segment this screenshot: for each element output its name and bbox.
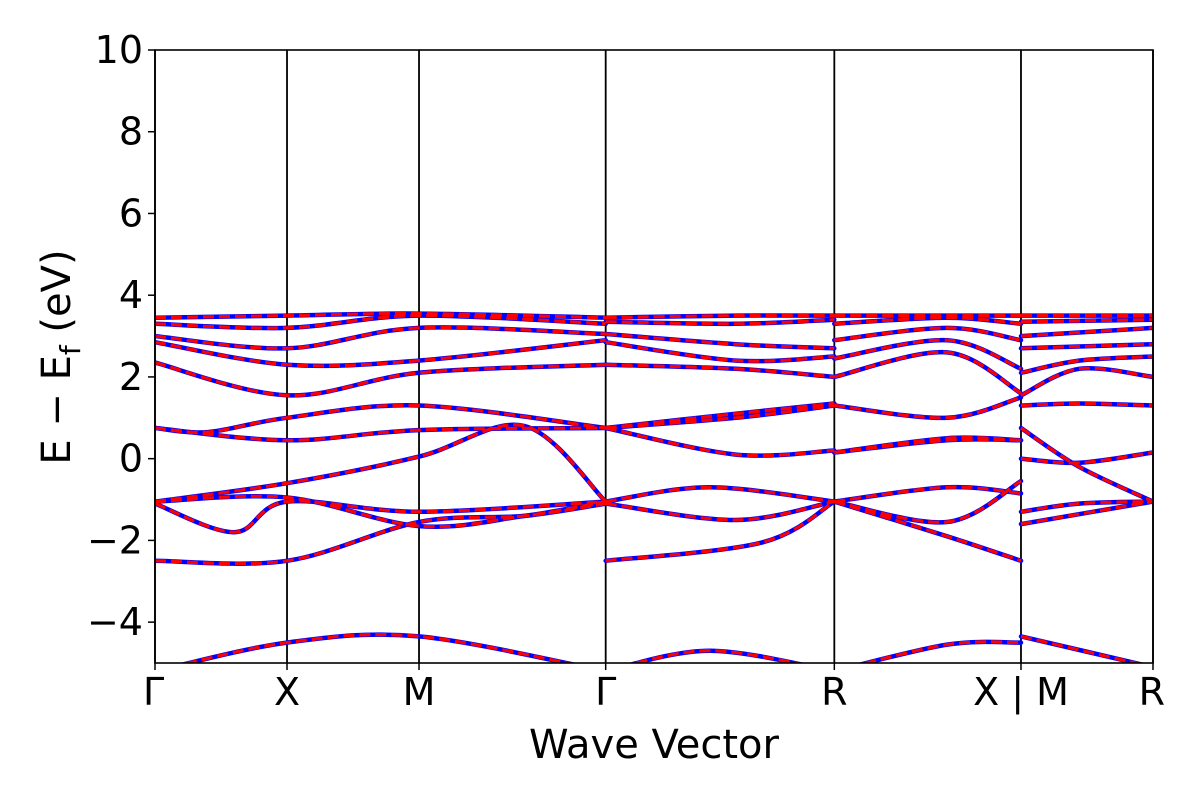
band-line-dashed [155, 423, 607, 504]
y-tick-label: 6 [119, 191, 143, 235]
band-line-dashed [605, 313, 835, 320]
band-line-dashed [605, 403, 835, 430]
band-line-dashed [833, 350, 1022, 395]
y-tick-label: −4 [87, 600, 143, 644]
x-tick-label: R [1139, 670, 1165, 714]
x-axis-ticks: Γ X M Γ R X | M R [143, 663, 1165, 715]
x-tick-label: X [274, 670, 300, 714]
band-line-dashed [1020, 354, 1153, 375]
band-line-dashed [605, 363, 835, 379]
band-line-dashed [605, 401, 835, 430]
band-line-dashed [155, 426, 606, 442]
band-line-dashed [834, 338, 1022, 371]
y-tick-label: 2 [119, 355, 143, 399]
y-tick-label: 0 [119, 437, 143, 481]
band-line-dashed [834, 485, 1022, 504]
band-line-dashed [834, 437, 1022, 455]
y-axis-label-unit: (eV) [34, 249, 80, 345]
band-line-dashed [1020, 500, 1153, 514]
band-line-dashed [1020, 366, 1153, 397]
y-axis-ticks: −4 −2 0 2 4 6 8 10 [87, 28, 155, 644]
band-line-dashed [605, 500, 835, 522]
band-line-dashed [182, 632, 574, 663]
x-tick-label: Γ [595, 670, 616, 714]
band-line-dashed [1020, 342, 1153, 350]
x-tick-label: Γ [143, 670, 164, 714]
band-line-dashed [1020, 500, 1153, 526]
y-tick-label: 4 [119, 273, 143, 317]
band-line-dashed [155, 403, 606, 435]
x-tick-label: M [403, 670, 436, 714]
band-line-dashed [1020, 450, 1153, 465]
plot-frame [154, 49, 1154, 664]
band-line-dashed [834, 326, 1022, 342]
band-line-dashed [860, 640, 1022, 663]
y-tick-label: 8 [119, 110, 143, 154]
band-line-dashed [155, 494, 606, 529]
band-line-dashed [605, 500, 836, 563]
y-axis-label-subscript: f [54, 344, 87, 355]
band-line-dashed [1020, 634, 1143, 663]
band-line-dashed [834, 395, 1022, 420]
y-tick-label: −2 [87, 518, 143, 562]
y-axis-label-main: E − E [34, 355, 80, 465]
band-line-dashed [155, 311, 606, 320]
band-line-dashed [605, 340, 835, 363]
band-line-dashed [1020, 401, 1153, 408]
x-tick-label: X | M [973, 670, 1069, 715]
band-line-dashed [834, 316, 1022, 326]
band-line-dashed [630, 649, 803, 663]
y-tick-label: 10 [95, 28, 143, 72]
band-line-dashed [605, 485, 835, 504]
band-line-dashed [155, 325, 606, 350]
y-axis-label: E − Ef (eV) [34, 249, 87, 464]
band-line-dashed [155, 502, 606, 566]
band-line-dashed [1020, 326, 1153, 338]
band-line-dashed [834, 479, 1022, 524]
band-line-dashed [605, 426, 835, 458]
band-line-dashed [1020, 426, 1153, 504]
band-line-dashed [605, 332, 835, 350]
band-line-dashed [1020, 318, 1153, 324]
band-line-dashed [155, 338, 606, 368]
band-line-dashed [605, 318, 835, 326]
band-line-dashed [155, 313, 606, 330]
x-tick-label: R [821, 670, 847, 714]
band-lines [155, 311, 1153, 663]
x-axis-label: Wave Vector [529, 722, 780, 768]
band-line-dashed [155, 361, 606, 397]
